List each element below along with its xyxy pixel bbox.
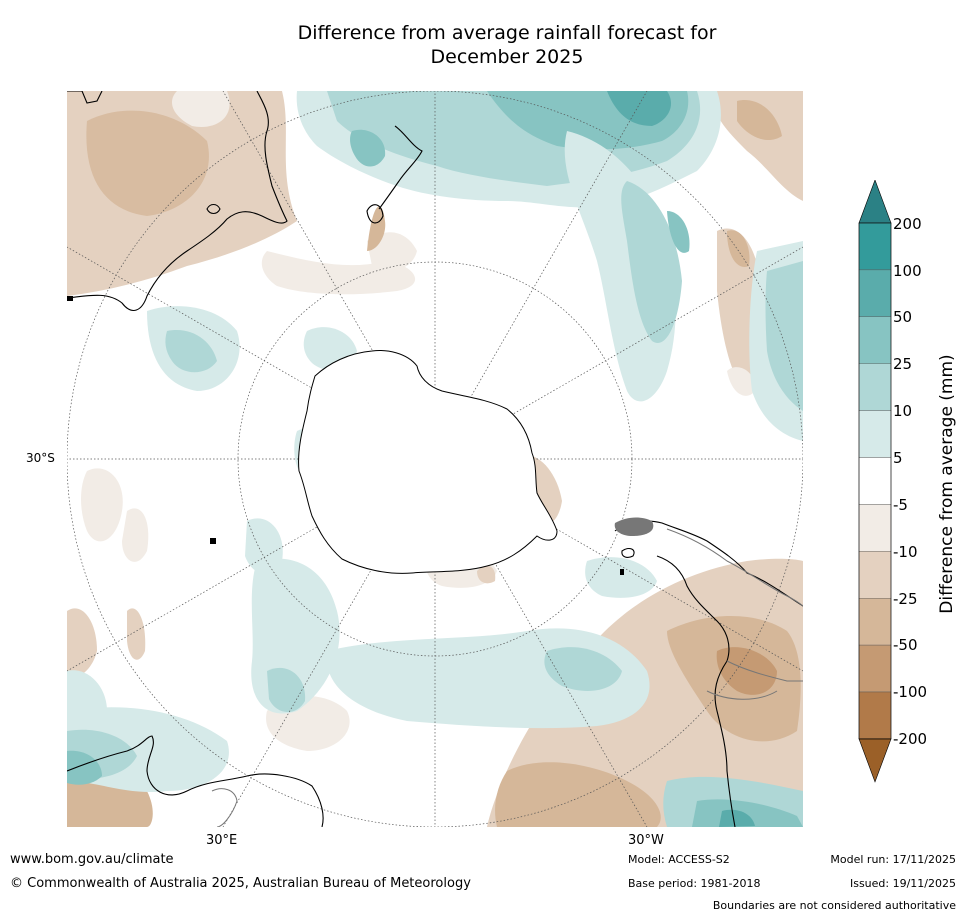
colorbar-tick-minus-5: -5 [893, 496, 908, 514]
colorbar-tick-25: 25 [893, 355, 913, 373]
footer-url: www.bom.gov.au/climate [10, 852, 174, 867]
footer-disclaimer: Boundaries are not considered authoritat… [712, 899, 956, 912]
colorbar-band [858, 363, 892, 411]
colorbar-outline [858, 222, 892, 740]
footer-copyright: © Commonwealth of Australia 2025, Austra… [10, 876, 471, 891]
colorbar-tick-5: 5 [893, 449, 903, 467]
footer-model: Model: ACCESS-S2 [628, 853, 730, 866]
colorbar-band [858, 222, 892, 271]
madagascar-outline [211, 788, 238, 827]
footer-base-period: Base period: 1981-2018 [628, 877, 761, 890]
colorbar-band [858, 316, 892, 364]
colorbar-tick-minus-10: -10 [893, 543, 918, 561]
south-america-islands [614, 517, 654, 536]
footer-model-run: Model run: 17/11/2025 [830, 853, 956, 866]
title-line-2: December 2025 [430, 46, 584, 68]
colorbar-tick-minus-50: -50 [893, 636, 918, 654]
chart-title: Difference from average rainfall forecas… [0, 21, 965, 69]
country-borders [666, 528, 803, 700]
colorbar-band [858, 644, 892, 693]
colorbar-band [858, 457, 892, 505]
colorbar-band [858, 410, 892, 458]
footer-issued: Issued: 19/11/2025 [849, 877, 956, 890]
colorbar-tick-minus-200: -200 [893, 730, 928, 748]
longitude-label-30w: 30°W [628, 833, 664, 848]
colorbar-tick-100: 100 [893, 262, 922, 280]
small-islands [67, 296, 624, 575]
australia-outline [67, 91, 288, 311]
colorbar-tick-200: 200 [893, 215, 922, 233]
colorbar-extend-top [858, 180, 892, 224]
africa-outline [67, 735, 324, 827]
colorbar-tick-minus-25: -25 [893, 590, 918, 608]
colorbar-extend-bottom [858, 738, 892, 783]
colorbar-band [858, 504, 892, 552]
colorbar-band [858, 269, 892, 318]
new-zealand-outline [366, 125, 423, 224]
colorbar-title: Difference from average (mm) [937, 354, 957, 614]
colorbar-band [858, 691, 892, 740]
colorbar-band [858, 598, 892, 646]
colorbar-band [858, 551, 892, 599]
colorbar-tick-minus-100: -100 [893, 683, 928, 701]
colorbar [858, 180, 892, 783]
polar-rainfall-map [67, 91, 803, 827]
longitude-label-30e: 30°E [206, 833, 238, 848]
colorbar-tick-10: 10 [893, 402, 913, 420]
wet-anomaly-regions [67, 91, 803, 827]
title-line-1: Difference from average rainfall forecas… [297, 22, 717, 44]
colorbar-tick-50: 50 [893, 308, 913, 326]
latitude-label-30s: 30°S [26, 451, 55, 465]
antarctica-outline [298, 350, 558, 574]
